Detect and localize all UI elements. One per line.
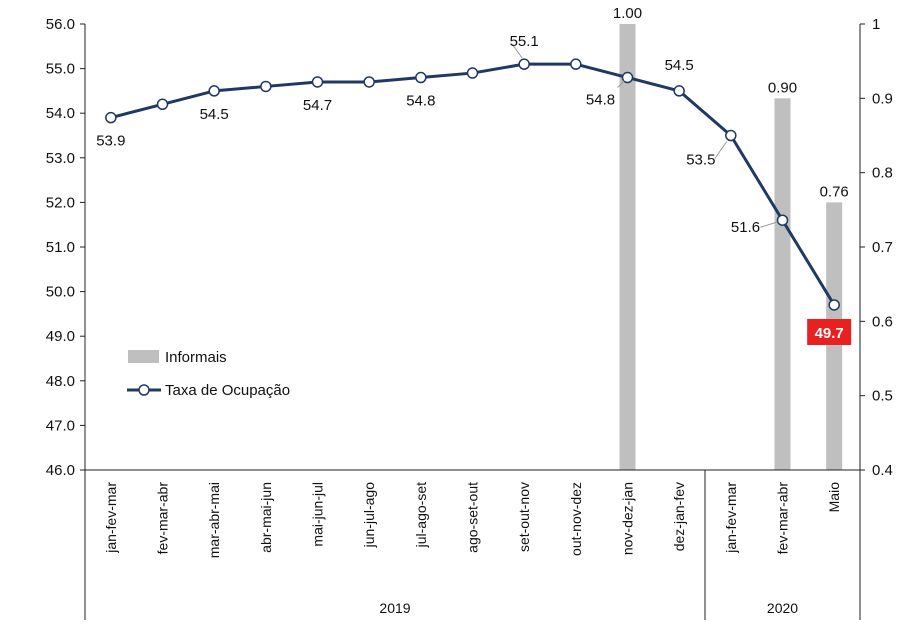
line-value-label: 54.7 <box>303 97 332 114</box>
bar-value-label: 0.90 <box>768 79 797 96</box>
y-right-tick-label: 0.5 <box>872 388 893 405</box>
y-right-tick-label: 0.6 <box>872 313 893 330</box>
y-left-tick-label: 48.0 <box>46 373 75 390</box>
point-taxa-ocupacao-11 <box>673 85 685 97</box>
label-leader-line <box>760 221 777 228</box>
y-left-tick-label: 46.0 <box>46 462 75 479</box>
x-category-label: fev-mar-abr <box>775 482 791 555</box>
y-left-tick-label: 50.0 <box>46 284 75 301</box>
point-taxa-ocupacao-0 <box>105 111 117 124</box>
bar-value-label: 1.00 <box>613 5 642 22</box>
x-category-label: mai-jun-jul <box>310 482 326 547</box>
x-category-label: jun-jul-ago <box>361 482 377 549</box>
legend-swatch-informais <box>128 350 159 363</box>
line-value-label: 54.5 <box>200 106 229 123</box>
legend-marker-taxa <box>138 384 150 396</box>
y-left-tick-label: 51.0 <box>46 239 75 256</box>
point-taxa-ocupacao-13 <box>776 214 789 226</box>
bar-informais-13 <box>774 98 791 470</box>
point-taxa-ocupacao-12 <box>725 129 737 142</box>
x-category-label: nov-dez-jan <box>620 482 636 555</box>
point-taxa-ocupacao-1 <box>156 98 169 111</box>
label-leader-line <box>511 43 523 59</box>
x-category-label: mar-abr-mai <box>206 482 222 558</box>
point-taxa-ocupacao-8 <box>518 58 530 70</box>
point-taxa-ocupacao-3 <box>260 80 272 93</box>
x-category-label: set-out-nov <box>516 482 532 552</box>
legend-label-taxa: Taxa de Ocupação <box>165 382 290 399</box>
x-category-label: abr-mai-jun <box>258 482 274 553</box>
label-leader-line <box>714 141 728 159</box>
y-left-tick-label: 47.0 <box>46 417 75 434</box>
point-taxa-ocupacao-4 <box>311 76 324 88</box>
x-category-label: out-nov-dez <box>568 482 584 556</box>
y-right-tick-label: 0.8 <box>872 165 893 182</box>
line-value-label: 54.8 <box>586 92 615 109</box>
label-leader-line <box>617 80 625 88</box>
y-left-tick-label: 52.0 <box>46 194 75 211</box>
legend-label-informais: Informais <box>165 349 227 366</box>
x-category-label: jul-ago-set <box>413 482 429 548</box>
x-category-label: fev-mar-abr <box>155 482 171 555</box>
line-value-label: 53.9 <box>96 133 125 150</box>
x-category-label: Maio <box>826 482 842 513</box>
line-value-label: 53.5 <box>686 152 715 169</box>
group-label: 2019 <box>379 600 410 616</box>
y-left-tick-label: 54.0 <box>46 105 75 122</box>
y-right-tick-label: 0.7 <box>872 239 893 256</box>
y-left-tick-label: 56.0 <box>46 16 75 33</box>
y-left-tick-label: 49.0 <box>46 328 75 345</box>
line-value-label-highlight: 49.7 <box>815 325 844 342</box>
line-value-label: 54.5 <box>665 57 694 74</box>
line-value-label: 54.8 <box>406 93 435 110</box>
y-right-tick-label: 1 <box>872 16 880 33</box>
point-taxa-ocupacao-9 <box>570 58 582 70</box>
point-taxa-ocupacao-14 <box>828 299 840 311</box>
point-taxa-ocupacao-2 <box>208 85 220 97</box>
x-category-label: dez-jan-fev <box>671 482 687 551</box>
point-taxa-ocupacao-10 <box>621 71 634 84</box>
line-value-label: 55.1 <box>510 33 539 50</box>
point-taxa-ocupacao-7 <box>466 67 479 79</box>
bar-value-label: 0.76 <box>820 183 849 200</box>
line-taxa-ocupacao <box>110 62 836 306</box>
point-taxa-ocupacao-5 <box>363 76 375 88</box>
y-left-tick-label: 53.0 <box>46 150 75 167</box>
bar-informais-10 <box>619 24 636 470</box>
group-label: 2020 <box>767 600 798 616</box>
highlight-label-box <box>807 318 852 345</box>
y-right-tick-label: 0.9 <box>872 90 893 107</box>
line-value-label: 51.6 <box>731 219 760 236</box>
x-category-label: jan-fev-mar <box>103 482 119 554</box>
x-category-label: ago-set-out <box>465 482 481 553</box>
y-left-tick-label: 55.0 <box>46 61 75 78</box>
point-taxa-ocupacao-6 <box>415 71 427 84</box>
y-right-tick-label: 0.4 <box>872 462 893 479</box>
x-category-label: jan-fev-mar <box>723 482 739 554</box>
